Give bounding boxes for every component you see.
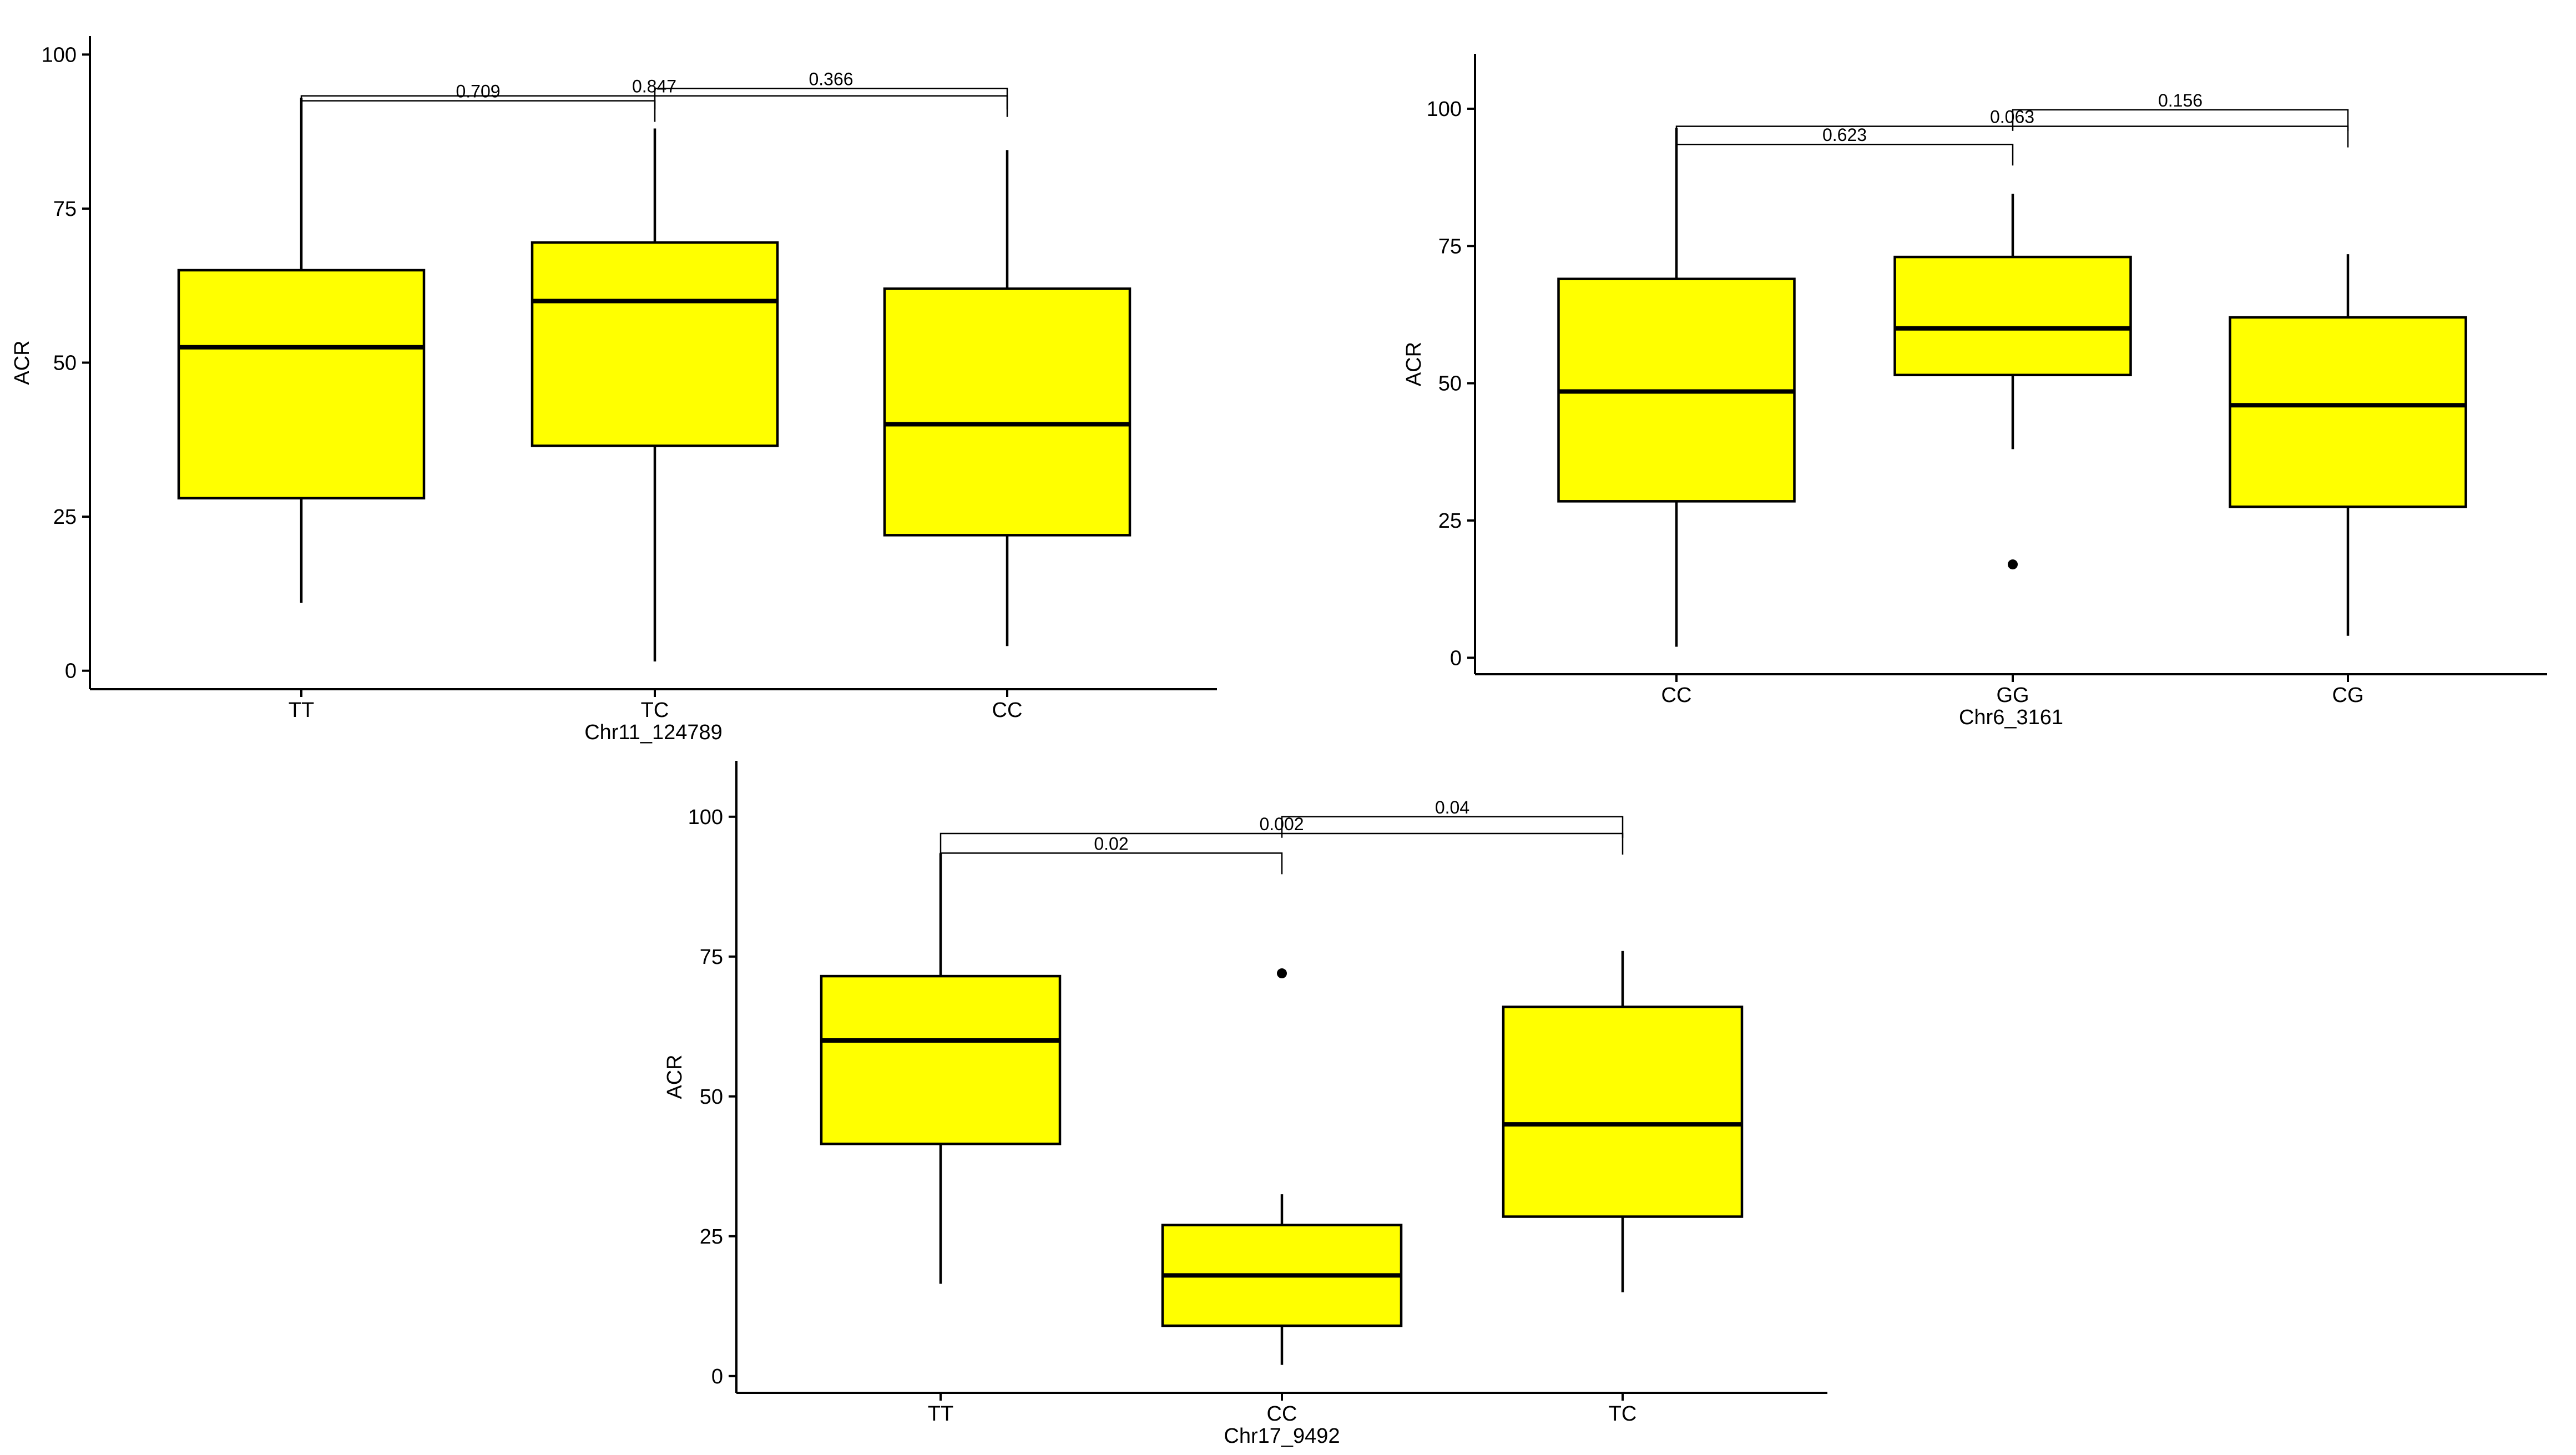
- p-value-label: 0.04: [1435, 797, 1469, 817]
- box-cg: [2229, 254, 2467, 636]
- y-axis-title: ACR: [663, 1054, 686, 1099]
- bracket-line: [940, 852, 1283, 875]
- x-tick-label: CC: [992, 699, 1023, 722]
- box-tt: [177, 98, 426, 603]
- x-tick-label: TT: [928, 1402, 953, 1426]
- x-tick-label: GG: [1996, 684, 2029, 707]
- y-tick-label: 100: [688, 806, 723, 829]
- p-value-label: 0.709: [456, 82, 500, 102]
- comparison-bracket: 0.04: [1281, 797, 1624, 838]
- box-tc: [1502, 951, 1744, 1292]
- p-value-label: 0.02: [1094, 833, 1128, 853]
- y-tick-label: 100: [1427, 98, 1462, 121]
- box-body: [177, 269, 426, 500]
- box-cc: [1557, 128, 1796, 647]
- x-tick-label: CC: [1267, 1402, 1297, 1426]
- bracket-line: [654, 88, 1008, 110]
- y-tick-label: 25: [1438, 509, 1462, 533]
- x-tick-label: TC: [641, 699, 669, 722]
- y-tick-label: 50: [53, 352, 77, 375]
- y-tick-label: 0: [1450, 646, 1462, 670]
- y-tick-label: 25: [53, 506, 77, 529]
- x-axis-title: Chr11_124789: [584, 721, 723, 744]
- comparison-bracket: 0.02: [940, 833, 1283, 875]
- box-cc: [1161, 968, 1403, 1365]
- p-value-label: 0.623: [1822, 125, 1867, 145]
- p-value-label: 0.366: [809, 69, 853, 89]
- outlier-point: [2008, 559, 2018, 570]
- y-tick-label: 75: [700, 946, 723, 969]
- y-tick-label: 75: [53, 198, 77, 221]
- box-tt: [820, 853, 1062, 1284]
- bracket-line: [2012, 109, 2349, 131]
- y-tick-label: 75: [1438, 235, 1462, 258]
- box-tc: [531, 128, 779, 662]
- y-tick-label: 50: [700, 1085, 723, 1109]
- y-tick-label: 100: [42, 43, 77, 67]
- x-axis-title: Chr17_9492: [1224, 1424, 1340, 1448]
- box-body: [1893, 255, 2132, 377]
- y-tick-label: 0: [711, 1365, 723, 1388]
- box-body: [531, 241, 779, 447]
- box-body: [2229, 316, 2467, 508]
- x-tick-label: TC: [1609, 1402, 1637, 1426]
- bracket-line: [1281, 816, 1624, 838]
- y-tick-label: 25: [700, 1225, 723, 1249]
- y-axis-title: ACR: [11, 340, 34, 385]
- x-tick-label: TT: [289, 699, 314, 722]
- outlier-point: [1277, 968, 1287, 979]
- bracket-line: [1675, 143, 2014, 166]
- y-axis-title: ACR: [1402, 342, 1426, 386]
- p-value-label: 0.156: [2158, 90, 2203, 110]
- box-cc: [883, 150, 1132, 646]
- y-tick-label: 50: [1438, 372, 1462, 396]
- box-gg: [1893, 194, 2132, 570]
- box-body: [1502, 1006, 1744, 1218]
- y-tick-label: 0: [65, 660, 77, 683]
- comparison-bracket: 0.623: [1675, 125, 2014, 166]
- box-body: [820, 974, 1062, 1145]
- x-axis-title: Chr6_3161: [1959, 706, 2063, 729]
- comparison-bracket: 0.156: [2012, 90, 2349, 131]
- x-tick-label: CC: [1661, 684, 1692, 707]
- x-tick-label: CG: [2332, 684, 2364, 707]
- comparison-bracket: 0.366: [654, 69, 1008, 110]
- box-body: [883, 287, 1132, 537]
